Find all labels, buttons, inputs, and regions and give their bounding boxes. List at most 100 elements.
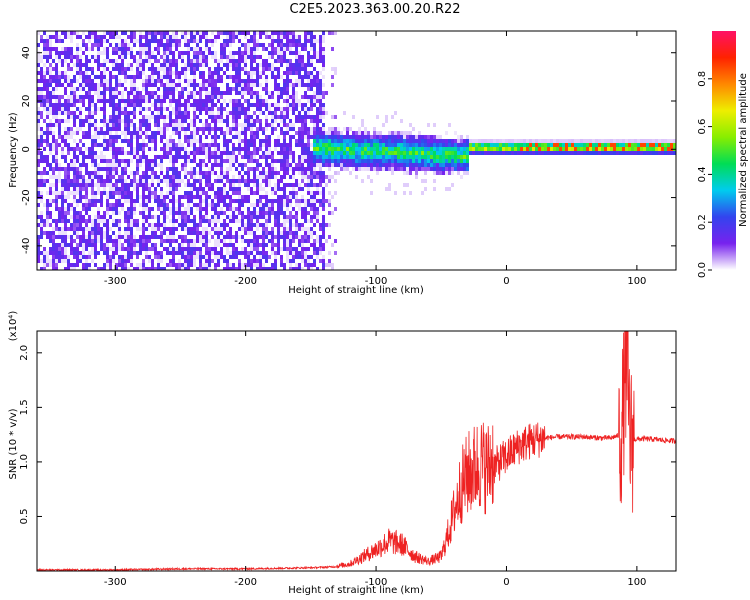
heatmap-cell — [124, 111, 127, 115]
heatmap-cell — [43, 255, 46, 259]
heatmap-cell — [199, 75, 202, 79]
heatmap-cell — [505, 139, 508, 143]
heatmap-cell — [172, 187, 175, 191]
heatmap-cell — [235, 255, 238, 259]
heatmap-cell — [367, 167, 370, 171]
heatmap-cell — [40, 135, 43, 139]
heatmap-cell — [307, 147, 310, 151]
heatmap-cell — [361, 147, 364, 151]
heatmap-cell — [139, 99, 142, 103]
heatmap-cell — [151, 235, 154, 239]
heatmap-cell — [301, 215, 304, 219]
heatmap-cell — [592, 143, 595, 147]
heatmap-cell — [229, 127, 232, 131]
heatmap-cell — [565, 151, 568, 155]
heatmap-cell — [178, 259, 181, 263]
heatmap-cell — [229, 227, 232, 231]
heatmap-cell — [181, 127, 184, 131]
heatmap-cell — [487, 151, 490, 155]
heatmap-cell — [100, 107, 103, 111]
heatmap-cell — [208, 259, 211, 263]
heatmap-cell — [295, 179, 298, 183]
heatmap-cell — [223, 259, 226, 263]
heatmap-cell — [220, 191, 223, 195]
heatmap-cell — [118, 103, 121, 107]
heatmap-cell — [175, 127, 178, 131]
heatmap-cell — [106, 255, 109, 259]
heatmap-cell — [265, 235, 268, 239]
heatmap-cell — [319, 87, 322, 91]
heatmap-cell — [616, 139, 619, 143]
heatmap-cell — [436, 135, 439, 139]
heatmap-cell — [52, 199, 55, 203]
heatmap-cell — [283, 227, 286, 231]
heatmap-cell — [166, 31, 169, 35]
heatmap-cell — [268, 239, 271, 243]
heatmap-cell — [343, 155, 346, 159]
heatmap-cell — [250, 191, 253, 195]
heatmap-cell — [598, 151, 601, 155]
heatmap-cell — [337, 147, 340, 151]
heatmap-cell — [166, 39, 169, 43]
heatmap-cell — [106, 119, 109, 123]
heatmap-cell — [109, 171, 112, 175]
heatmap-cell — [43, 43, 46, 47]
heatmap-cell — [79, 255, 82, 259]
heatmap-cell — [145, 215, 148, 219]
heatmap-cell — [154, 71, 157, 75]
heatmap-cell — [235, 159, 238, 163]
heatmap-cell — [304, 43, 307, 47]
heatmap-cell — [70, 203, 73, 207]
heatmap-cell — [256, 147, 259, 151]
heatmap-cell — [244, 183, 247, 187]
heatmap-cell — [526, 143, 529, 147]
heatmap-cell — [94, 199, 97, 203]
heatmap-cell — [190, 175, 193, 179]
heatmap-cell — [373, 143, 376, 147]
heatmap-cell — [118, 255, 121, 259]
heatmap-cell — [355, 131, 358, 135]
heatmap-cell — [82, 143, 85, 147]
heatmap-cell — [280, 147, 283, 151]
heatmap-cell — [49, 71, 52, 75]
heatmap-cell — [268, 51, 271, 55]
heatmap-cell — [205, 263, 208, 267]
heatmap-cell — [157, 263, 160, 267]
heatmap-cell — [100, 63, 103, 67]
heatmap-cell — [199, 211, 202, 215]
heatmap-cell — [268, 155, 271, 159]
heatmap-cell — [112, 99, 115, 103]
heatmap-cell — [256, 211, 259, 215]
heatmap-cell — [127, 139, 130, 143]
heatmap-cell — [91, 227, 94, 231]
heatmap-cell — [37, 43, 40, 47]
heatmap-cell — [301, 147, 304, 151]
heatmap-cell — [115, 203, 118, 207]
heatmap-cell — [166, 47, 169, 51]
heatmap-cell — [331, 31, 334, 35]
heatmap-cell — [304, 255, 307, 259]
heatmap-cell — [439, 155, 442, 159]
heatmap-cell — [670, 143, 673, 147]
heatmap-cell — [286, 111, 289, 115]
heatmap-cell — [91, 115, 94, 119]
heatmap-cell — [79, 87, 82, 91]
heatmap-cell — [274, 159, 277, 163]
heatmap-cell — [190, 39, 193, 43]
heatmap-cell — [148, 75, 151, 79]
heatmap-cell — [94, 39, 97, 43]
heatmap-cell — [199, 267, 202, 270]
heatmap-cell — [229, 251, 232, 255]
heatmap-cell — [235, 239, 238, 243]
heatmap-cell — [670, 151, 673, 155]
heatmap-cell — [502, 139, 505, 143]
heatmap-cell — [253, 211, 256, 215]
heatmap-cell — [145, 35, 148, 39]
heatmap-cell — [214, 171, 217, 175]
heatmap-cell — [277, 195, 280, 199]
heatmap-cell — [235, 99, 238, 103]
heatmap-cell — [100, 227, 103, 231]
heatmap-cell — [370, 147, 373, 151]
heatmap-cell — [265, 139, 268, 143]
heatmap-cell — [223, 199, 226, 203]
